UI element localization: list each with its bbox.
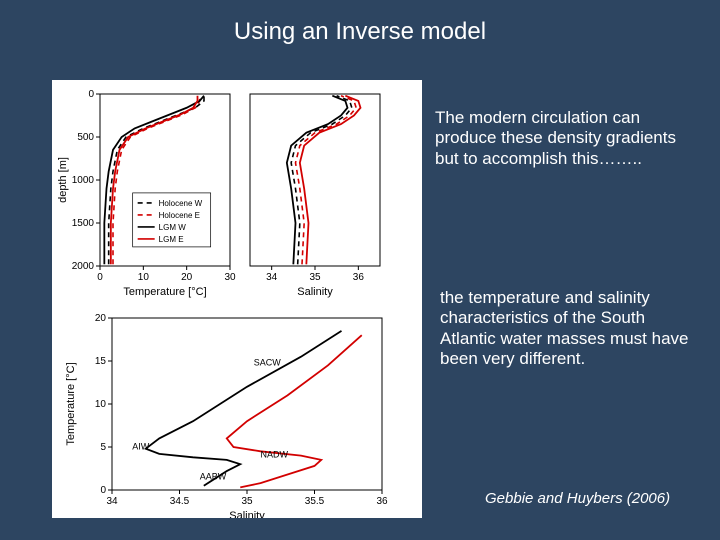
svg-text:NADW: NADW	[261, 449, 289, 459]
svg-text:34.5: 34.5	[170, 496, 190, 507]
svg-text:AABW: AABW	[200, 472, 227, 482]
svg-text:Holocene E: Holocene E	[159, 211, 200, 220]
svg-text:Holocene W: Holocene W	[159, 199, 203, 208]
svg-text:AIW: AIW	[132, 442, 150, 452]
svg-text:35: 35	[309, 272, 321, 283]
svg-text:1500: 1500	[72, 218, 95, 229]
text-block-1: The modern circulation can produce these…	[435, 108, 695, 169]
svg-text:35.5: 35.5	[305, 496, 325, 507]
svg-text:10: 10	[95, 399, 107, 410]
svg-text:LGM E: LGM E	[159, 235, 184, 244]
svg-text:30: 30	[224, 272, 236, 283]
svg-text:0: 0	[97, 272, 103, 283]
svg-text:10: 10	[138, 272, 150, 283]
svg-text:1000: 1000	[72, 175, 95, 186]
svg-text:Temperature [°C]: Temperature [°C]	[65, 362, 77, 445]
svg-text:34: 34	[266, 272, 278, 283]
svg-text:Salinity: Salinity	[229, 510, 265, 518]
svg-text:5: 5	[100, 442, 106, 453]
svg-text:0: 0	[100, 485, 106, 496]
svg-text:0: 0	[88, 89, 94, 100]
svg-text:15: 15	[95, 356, 107, 367]
svg-text:34: 34	[106, 496, 118, 507]
svg-text:Temperature [°C]: Temperature [°C]	[123, 286, 206, 298]
caption: Gebbie and Huybers (2006)	[485, 490, 670, 507]
svg-text:36: 36	[376, 496, 388, 507]
svg-text:depth [m]: depth [m]	[57, 157, 69, 203]
svg-text:LGM W: LGM W	[159, 223, 187, 232]
svg-text:20: 20	[181, 272, 193, 283]
svg-text:36: 36	[353, 272, 365, 283]
svg-text:500: 500	[77, 132, 94, 143]
svg-text:SACW: SACW	[254, 357, 282, 367]
svg-text:Salinity: Salinity	[297, 286, 333, 298]
text-block-2: the temperature and salinity characteris…	[440, 288, 700, 370]
svg-text:2000: 2000	[72, 261, 95, 272]
slide-title: Using an Inverse model	[0, 18, 720, 46]
svg-text:20: 20	[95, 313, 107, 324]
figure-panel: 05001000150020000102030depth [m]Temperat…	[52, 80, 422, 518]
svg-text:35: 35	[241, 496, 253, 507]
